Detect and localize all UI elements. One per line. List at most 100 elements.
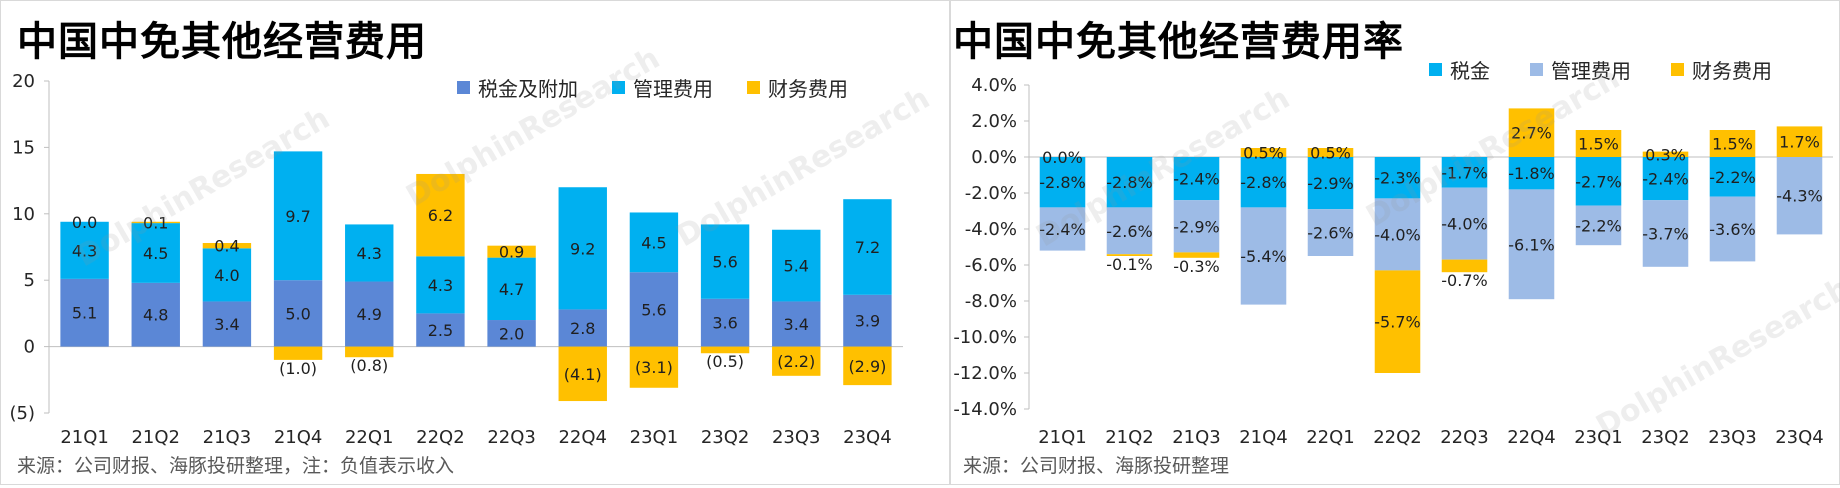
x-tick-label: 22Q2 <box>416 427 465 448</box>
bar-segment <box>1374 270 1421 373</box>
y-tick-label: 4.0% <box>971 75 1017 96</box>
legend-swatch <box>1530 63 1543 76</box>
y-tick-label: -10.0% <box>953 327 1017 348</box>
x-tick-label: 22Q4 <box>558 427 607 448</box>
bar-segment <box>487 245 536 258</box>
data-label: -6.1% <box>1508 235 1554 254</box>
legend-label: 税金及附加 <box>478 77 578 101</box>
y-tick-label: -6.0% <box>965 255 1017 276</box>
bar-segment <box>1173 200 1220 253</box>
x-tick-label: 23Q2 <box>701 427 750 448</box>
x-tick-label: 21Q2 <box>1105 427 1154 448</box>
chart-source-note: 来源：公司财报、海豚投研整理，注：负值表示收入 <box>17 455 455 477</box>
bar-segment <box>60 278 109 347</box>
bar-segment <box>345 346 394 358</box>
bar-segment <box>487 257 536 321</box>
bar-segment <box>1039 157 1086 208</box>
chart-panel-expense-ratios: 中国中免其他经营费用率 税金 管理费用 财务费用 -14.0% -12.0% -10… <box>950 0 1840 485</box>
data-label: 7.2 <box>855 238 880 257</box>
data-label: 4.9 <box>357 305 382 324</box>
legend-label: 管理费用 <box>633 77 713 101</box>
data-label: (2.2) <box>777 352 815 371</box>
legend-label: 财务费用 <box>1692 59 1772 83</box>
bar-segment <box>1441 157 1488 188</box>
legend-label: 管理费用 <box>1551 59 1631 83</box>
data-label: -2.8% <box>1039 173 1085 192</box>
bar-segment <box>273 151 323 281</box>
bar-segment <box>416 313 465 347</box>
data-label: 4.3 <box>357 244 382 263</box>
data-label: 9.7 <box>285 207 310 226</box>
data-label: -2.2% <box>1709 168 1755 187</box>
bar-segment <box>1508 108 1555 157</box>
y-tick-label: 15 <box>12 137 35 158</box>
data-label: 3.9 <box>855 312 880 331</box>
data-label: 1.5% <box>1712 135 1753 154</box>
data-label: 3.6 <box>712 314 737 333</box>
legend-swatch <box>457 81 470 94</box>
bar-segment <box>273 346 323 360</box>
data-label: 5.1 <box>72 304 97 323</box>
x-tick-label: 21Q1 <box>60 427 109 448</box>
bar-segment <box>202 301 252 347</box>
bar-segment <box>1508 157 1555 190</box>
bar-segment <box>131 282 180 347</box>
data-label: -0.3% <box>1173 257 1219 276</box>
legend-item-tax: 税金 <box>1429 55 1490 84</box>
data-label: -2.7% <box>1575 172 1621 191</box>
data-label: 2.5 <box>428 321 453 340</box>
bar-segment <box>1575 205 1622 246</box>
bar-segment <box>1173 252 1220 258</box>
bar-segment <box>558 187 607 310</box>
data-label: -2.8% <box>1240 173 1286 192</box>
chart-plot-area: -14.0% -12.0% -10.0% -8.0% -6.0% -4.0% -2.0% 0.… <box>953 75 1833 448</box>
data-label: 0.5% <box>1310 144 1351 163</box>
data-label: 4.8 <box>143 306 168 325</box>
data-label: 1.5% <box>1578 135 1619 154</box>
bar-segment <box>1106 254 1153 256</box>
bar-segment <box>843 294 892 347</box>
legend-label: 税金 <box>1450 59 1490 83</box>
data-label: 2.0 <box>499 324 524 343</box>
legend-swatch <box>612 81 625 94</box>
x-tick-label: 22Q3 <box>1440 427 1489 448</box>
data-label: (0.5) <box>706 352 744 371</box>
bar-segment <box>273 280 323 347</box>
data-label: -2.4% <box>1173 170 1219 189</box>
bar-segment <box>202 243 252 249</box>
data-label: -3.6% <box>1709 220 1755 239</box>
x-tick-label: 21Q4 <box>1239 427 1288 448</box>
bar-segment <box>843 346 892 386</box>
data-label: 5.4 <box>784 257 809 276</box>
x-tick-label: 22Q1 <box>1306 427 1355 448</box>
x-tick-label: 22Q2 <box>1373 427 1422 448</box>
bar-segment <box>1441 259 1488 273</box>
data-label: 0.0 <box>72 213 97 232</box>
x-tick-label: 23Q4 <box>843 427 892 448</box>
y-tick-label: 0.0% <box>971 147 1017 168</box>
bar-segment <box>1575 157 1622 206</box>
data-label: 1.7% <box>1779 133 1820 152</box>
legend-item-finance: 财务费用 <box>747 73 848 102</box>
legend-item-admin: 管理费用 <box>1530 55 1631 84</box>
x-tick-label: 21Q1 <box>1038 427 1087 448</box>
chart-plot-area: (5) 0 5 10 15 20 5.1 4.3 0.0 21Q1 4.8 4.5 0.1 21Q2 3.4… <box>10 71 903 448</box>
data-label: 3.4 <box>784 315 809 334</box>
bar-segment <box>700 346 750 354</box>
bar-segment <box>1642 200 1689 267</box>
data-label: -2.9% <box>1173 217 1219 236</box>
data-label: -3.7% <box>1642 225 1688 244</box>
chart-source-note: 来源：公司财报、海豚投研整理 <box>963 455 1230 477</box>
data-label: 3.4 <box>214 315 239 334</box>
data-label: 0.0% <box>1042 148 1083 167</box>
legend-swatch <box>747 81 760 94</box>
data-label: 2.8 <box>570 319 595 338</box>
bar-segment <box>1709 157 1756 197</box>
bar-segment <box>345 224 394 282</box>
bar-segment <box>1307 148 1354 157</box>
data-label: (3.1) <box>635 358 673 377</box>
bar-segment <box>1374 198 1421 271</box>
x-tick-label: 23Q1 <box>630 427 679 448</box>
data-label: -4.0% <box>1441 215 1487 234</box>
data-label: -0.7% <box>1441 271 1487 290</box>
